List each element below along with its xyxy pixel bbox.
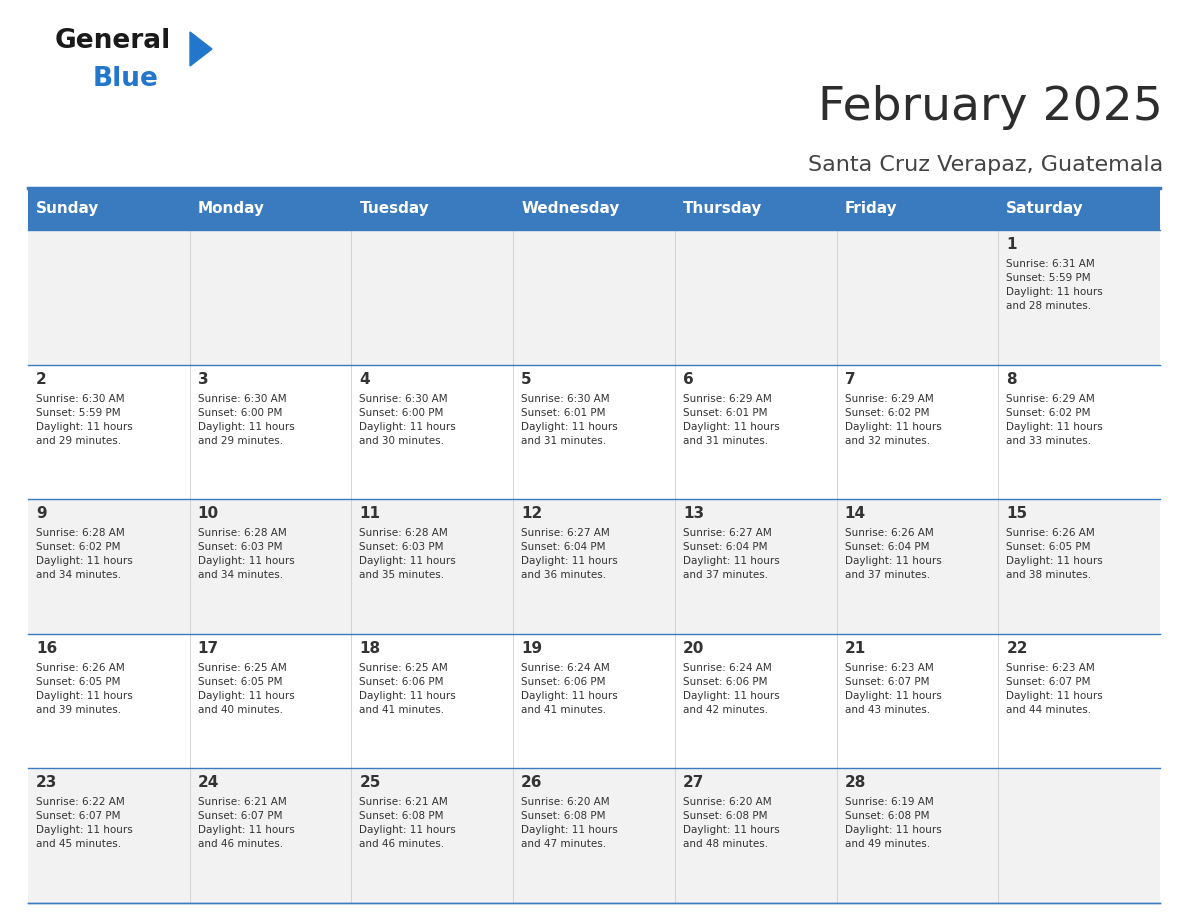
Text: 11: 11 <box>360 506 380 521</box>
Text: 8: 8 <box>1006 372 1017 386</box>
Text: 15: 15 <box>1006 506 1028 521</box>
Text: 21: 21 <box>845 641 866 655</box>
Text: Sunrise: 6:20 AM
Sunset: 6:08 PM
Daylight: 11 hours
and 48 minutes.: Sunrise: 6:20 AM Sunset: 6:08 PM Dayligh… <box>683 798 779 849</box>
Text: Sunrise: 6:25 AM
Sunset: 6:06 PM
Daylight: 11 hours
and 41 minutes.: Sunrise: 6:25 AM Sunset: 6:06 PM Dayligh… <box>360 663 456 715</box>
Text: 19: 19 <box>522 641 542 655</box>
Text: Sunrise: 6:24 AM
Sunset: 6:06 PM
Daylight: 11 hours
and 41 minutes.: Sunrise: 6:24 AM Sunset: 6:06 PM Dayligh… <box>522 663 618 715</box>
Text: 9: 9 <box>36 506 46 521</box>
Bar <box>998 188 1159 230</box>
Text: 16: 16 <box>36 641 57 655</box>
Text: Monday: Monday <box>197 201 265 217</box>
Bar <box>29 768 1159 903</box>
Text: Sunrise: 6:22 AM
Sunset: 6:07 PM
Daylight: 11 hours
and 45 minutes.: Sunrise: 6:22 AM Sunset: 6:07 PM Dayligh… <box>36 798 133 849</box>
Text: Sunrise: 6:23 AM
Sunset: 6:07 PM
Daylight: 11 hours
and 44 minutes.: Sunrise: 6:23 AM Sunset: 6:07 PM Dayligh… <box>1006 663 1102 715</box>
Text: Blue: Blue <box>93 66 159 92</box>
Text: Sunrise: 6:28 AM
Sunset: 6:03 PM
Daylight: 11 hours
and 34 minutes.: Sunrise: 6:28 AM Sunset: 6:03 PM Dayligh… <box>197 528 295 580</box>
Text: Sunrise: 6:26 AM
Sunset: 6:04 PM
Daylight: 11 hours
and 37 minutes.: Sunrise: 6:26 AM Sunset: 6:04 PM Dayligh… <box>845 528 941 580</box>
Text: 5: 5 <box>522 372 532 386</box>
Text: Sunrise: 6:29 AM
Sunset: 6:01 PM
Daylight: 11 hours
and 31 minutes.: Sunrise: 6:29 AM Sunset: 6:01 PM Dayligh… <box>683 394 779 445</box>
Text: Sunrise: 6:27 AM
Sunset: 6:04 PM
Daylight: 11 hours
and 37 minutes.: Sunrise: 6:27 AM Sunset: 6:04 PM Dayligh… <box>683 528 779 580</box>
Text: 26: 26 <box>522 776 543 790</box>
Text: 28: 28 <box>845 776 866 790</box>
Text: 14: 14 <box>845 506 866 521</box>
Text: Sunrise: 6:19 AM
Sunset: 6:08 PM
Daylight: 11 hours
and 49 minutes.: Sunrise: 6:19 AM Sunset: 6:08 PM Dayligh… <box>845 798 941 849</box>
Text: 12: 12 <box>522 506 543 521</box>
Text: Sunrise: 6:30 AM
Sunset: 6:00 PM
Daylight: 11 hours
and 29 minutes.: Sunrise: 6:30 AM Sunset: 6:00 PM Dayligh… <box>197 394 295 445</box>
Text: Sunrise: 6:29 AM
Sunset: 6:02 PM
Daylight: 11 hours
and 32 minutes.: Sunrise: 6:29 AM Sunset: 6:02 PM Dayligh… <box>845 394 941 445</box>
Text: Santa Cruz Verapaz, Guatemala: Santa Cruz Verapaz, Guatemala <box>808 155 1163 175</box>
Text: 3: 3 <box>197 372 208 386</box>
Text: Saturday: Saturday <box>1006 201 1085 217</box>
Bar <box>352 188 513 230</box>
Bar <box>675 188 836 230</box>
Text: 24: 24 <box>197 776 219 790</box>
Text: Sunday: Sunday <box>36 201 100 217</box>
Polygon shape <box>190 32 211 66</box>
Text: Sunrise: 6:26 AM
Sunset: 6:05 PM
Daylight: 11 hours
and 39 minutes.: Sunrise: 6:26 AM Sunset: 6:05 PM Dayligh… <box>36 663 133 715</box>
Text: Tuesday: Tuesday <box>360 201 429 217</box>
Text: 23: 23 <box>36 776 57 790</box>
Text: 27: 27 <box>683 776 704 790</box>
Text: Sunrise: 6:21 AM
Sunset: 6:08 PM
Daylight: 11 hours
and 46 minutes.: Sunrise: 6:21 AM Sunset: 6:08 PM Dayligh… <box>360 798 456 849</box>
Text: Sunrise: 6:26 AM
Sunset: 6:05 PM
Daylight: 11 hours
and 38 minutes.: Sunrise: 6:26 AM Sunset: 6:05 PM Dayligh… <box>1006 528 1102 580</box>
Text: Sunrise: 6:20 AM
Sunset: 6:08 PM
Daylight: 11 hours
and 47 minutes.: Sunrise: 6:20 AM Sunset: 6:08 PM Dayligh… <box>522 798 618 849</box>
Text: Friday: Friday <box>845 201 897 217</box>
Bar <box>836 188 998 230</box>
Text: Sunrise: 6:21 AM
Sunset: 6:07 PM
Daylight: 11 hours
and 46 minutes.: Sunrise: 6:21 AM Sunset: 6:07 PM Dayligh… <box>197 798 295 849</box>
Text: Sunrise: 6:23 AM
Sunset: 6:07 PM
Daylight: 11 hours
and 43 minutes.: Sunrise: 6:23 AM Sunset: 6:07 PM Dayligh… <box>845 663 941 715</box>
Text: General: General <box>55 28 171 54</box>
Text: Sunrise: 6:30 AM
Sunset: 6:00 PM
Daylight: 11 hours
and 30 minutes.: Sunrise: 6:30 AM Sunset: 6:00 PM Dayligh… <box>360 394 456 445</box>
Bar <box>190 188 352 230</box>
Bar <box>29 230 1159 364</box>
Text: 17: 17 <box>197 641 219 655</box>
Text: 4: 4 <box>360 372 369 386</box>
Text: Sunrise: 6:28 AM
Sunset: 6:03 PM
Daylight: 11 hours
and 35 minutes.: Sunrise: 6:28 AM Sunset: 6:03 PM Dayligh… <box>360 528 456 580</box>
Text: Sunrise: 6:30 AM
Sunset: 6:01 PM
Daylight: 11 hours
and 31 minutes.: Sunrise: 6:30 AM Sunset: 6:01 PM Dayligh… <box>522 394 618 445</box>
Text: Sunrise: 6:27 AM
Sunset: 6:04 PM
Daylight: 11 hours
and 36 minutes.: Sunrise: 6:27 AM Sunset: 6:04 PM Dayligh… <box>522 528 618 580</box>
Text: 13: 13 <box>683 506 704 521</box>
Text: 1: 1 <box>1006 237 1017 252</box>
Text: Sunrise: 6:25 AM
Sunset: 6:05 PM
Daylight: 11 hours
and 40 minutes.: Sunrise: 6:25 AM Sunset: 6:05 PM Dayligh… <box>197 663 295 715</box>
Bar <box>513 188 675 230</box>
Text: Sunrise: 6:30 AM
Sunset: 5:59 PM
Daylight: 11 hours
and 29 minutes.: Sunrise: 6:30 AM Sunset: 5:59 PM Dayligh… <box>36 394 133 445</box>
Text: Sunrise: 6:24 AM
Sunset: 6:06 PM
Daylight: 11 hours
and 42 minutes.: Sunrise: 6:24 AM Sunset: 6:06 PM Dayligh… <box>683 663 779 715</box>
Text: Wednesday: Wednesday <box>522 201 620 217</box>
Text: 6: 6 <box>683 372 694 386</box>
Text: 2: 2 <box>36 372 46 386</box>
Bar <box>29 364 1159 499</box>
Text: 18: 18 <box>360 641 380 655</box>
Text: 25: 25 <box>360 776 381 790</box>
Text: 10: 10 <box>197 506 219 521</box>
Bar <box>29 633 1159 768</box>
Bar <box>29 499 1159 633</box>
Text: February 2025: February 2025 <box>819 85 1163 130</box>
Text: Thursday: Thursday <box>683 201 763 217</box>
Text: Sunrise: 6:28 AM
Sunset: 6:02 PM
Daylight: 11 hours
and 34 minutes.: Sunrise: 6:28 AM Sunset: 6:02 PM Dayligh… <box>36 528 133 580</box>
Text: Sunrise: 6:29 AM
Sunset: 6:02 PM
Daylight: 11 hours
and 33 minutes.: Sunrise: 6:29 AM Sunset: 6:02 PM Dayligh… <box>1006 394 1102 445</box>
Text: 20: 20 <box>683 641 704 655</box>
Text: 7: 7 <box>845 372 855 386</box>
Text: 22: 22 <box>1006 641 1028 655</box>
Text: Sunrise: 6:31 AM
Sunset: 5:59 PM
Daylight: 11 hours
and 28 minutes.: Sunrise: 6:31 AM Sunset: 5:59 PM Dayligh… <box>1006 259 1102 311</box>
Bar <box>29 188 190 230</box>
